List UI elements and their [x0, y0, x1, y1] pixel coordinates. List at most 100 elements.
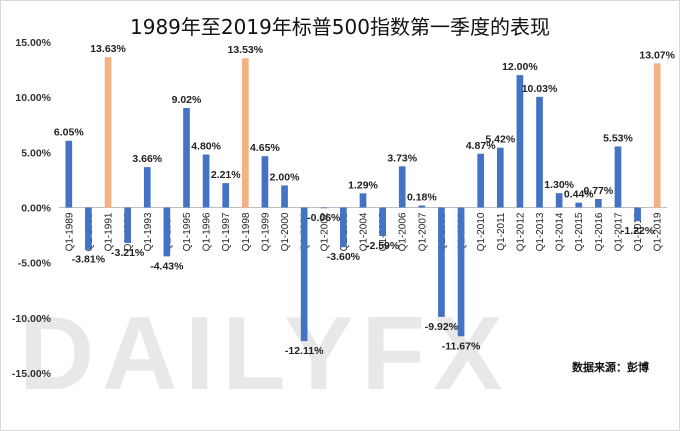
bar-Q1-2015: [575, 202, 583, 208]
data-label: 4.80%: [191, 141, 221, 153]
x-tick-label: Q1-2015: [574, 212, 585, 251]
bar-Q1-2008: [438, 207, 445, 317]
data-label: 3.66%: [132, 153, 162, 165]
x-tick-label: Q1-2006: [398, 212, 409, 251]
data-label: 0.77%: [583, 185, 613, 197]
bar-Q1-2011: [496, 147, 504, 208]
data-label: -3.21%: [111, 247, 145, 259]
data-label: 10.03%: [522, 83, 558, 95]
x-tick-label: Q1-1989: [64, 212, 75, 251]
data-label: 1.30%: [544, 179, 574, 191]
bar-Q1-2014: [555, 193, 563, 208]
data-label: -9.92%: [425, 321, 459, 333]
y-tick-label: 10.00%: [15, 92, 51, 104]
data-label: 1.29%: [348, 179, 378, 191]
bars: [65, 57, 661, 342]
data-label: 13.53%: [228, 44, 264, 56]
bar-Q1-2004: [359, 193, 367, 208]
data-label: -0.06%: [307, 212, 341, 224]
bar-Q1-2010: [477, 153, 485, 208]
x-tick-label: Q1-2010: [476, 212, 487, 251]
data-label: 6.05%: [54, 127, 84, 139]
data-label: -12.11%: [285, 345, 324, 357]
bar-Q1-2016: [595, 199, 602, 208]
y-tick-label: 0.00%: [21, 203, 51, 215]
x-tick-label: Q1-2017: [613, 212, 624, 251]
y-tick-label: 5.00%: [21, 147, 51, 159]
y-tick-label: 15.00%: [15, 37, 51, 49]
bar-Q1-2009: [457, 207, 465, 337]
bar-Q1-2012: [516, 75, 524, 208]
data-label: -3.81%: [72, 254, 106, 266]
bar-Q1-2002: [320, 207, 328, 209]
x-tick-label: Q1-1993: [143, 212, 154, 251]
bar-Q1-1998: [241, 58, 249, 208]
watermark: DAILYFX: [19, 296, 510, 412]
bar-Q1-1993: [143, 167, 151, 208]
bar-Q1-1996: [202, 154, 210, 208]
data-labels: 6.05% -3.81% 13.63% -3.21% 3.66% -4.43% 9.02% 4…: [54, 43, 676, 357]
bar-Q1-2019: [653, 63, 661, 208]
bar-Q1-2000: [281, 185, 288, 208]
x-tick-label: Q1-2012: [515, 212, 526, 251]
data-label: 4.87%: [466, 140, 496, 152]
bar-Q1-1989: [65, 140, 73, 208]
bar-Q1-2007: [418, 205, 426, 208]
x-tick-label: Q1-2019: [653, 212, 664, 251]
data-label: 0.44%: [564, 189, 594, 201]
bar-Q1-1992: [124, 207, 131, 243]
data-label: 2.00%: [270, 171, 300, 183]
data-label: 12.00%: [502, 61, 538, 73]
bar-Q1-2005: [379, 207, 386, 237]
chart-title: 1989年至2019年标普500指数第一季度的表现: [130, 15, 550, 39]
x-tick-label: Q1-2007: [417, 212, 428, 251]
x-tick-label: Q1-1999: [260, 212, 271, 251]
x-tick-label: Q1-2013: [535, 212, 546, 251]
data-label: 13.63%: [90, 43, 126, 55]
bar-Q1-2013: [536, 96, 543, 208]
watermark-text-dailyfx: DAILYFX: [19, 296, 510, 412]
x-tick-label: Q1-2011: [496, 212, 507, 251]
bar-Q1-1991: [104, 57, 112, 208]
x-tick-label: Q1-2002: [319, 212, 330, 251]
bar-Q1-2003: [340, 207, 347, 248]
data-label: -4.43%: [150, 260, 184, 272]
data-label: 13.07%: [639, 49, 675, 61]
y-tick-label: -5.00%: [18, 258, 52, 270]
bar-Q1-2006: [398, 166, 406, 208]
source-note: 数据来源：彭博: [572, 360, 649, 374]
data-label: -2.59%: [366, 240, 400, 252]
bar-Q1-1995: [183, 107, 190, 208]
data-label: -1.22%: [621, 225, 655, 237]
data-label: -11.67%: [442, 340, 481, 352]
x-tick-label: Q1-1997: [221, 212, 232, 251]
x-tick-label: Q1-1991: [104, 212, 115, 251]
x-tick-label: Q1-2000: [280, 212, 291, 251]
bar-Q1-1994: [163, 207, 171, 257]
y-tick-label: -10.00%: [12, 313, 52, 325]
x-tick-label: Q1-2004: [359, 212, 370, 251]
bar-Q1-2017: [614, 146, 622, 208]
x-tick-label: Q1-1996: [202, 212, 213, 251]
bar-Q1-1999: [261, 156, 269, 208]
y-tick-label: -15.00%: [12, 368, 52, 380]
bar-Q1-2001: [300, 207, 308, 342]
bar-Q1-1990: [85, 207, 92, 250]
x-tick-label: Q1-2014: [555, 212, 566, 251]
data-label: -3.60%: [327, 251, 361, 263]
data-label: 0.18%: [407, 192, 437, 204]
bar-Q1-2018: [634, 207, 641, 221]
data-label: 5.42%: [485, 134, 515, 146]
x-tick-label: Q1-2018: [633, 212, 644, 251]
x-tick-label: Q1-1998: [241, 212, 252, 251]
x-tick-label: Q1-1995: [182, 212, 193, 251]
data-label: 2.21%: [211, 169, 241, 181]
x-tick-label: Q1-2016: [594, 212, 605, 251]
bar-Q1-1997: [222, 183, 230, 208]
data-label: 4.65%: [250, 142, 280, 154]
data-label: 5.53%: [603, 132, 633, 144]
data-label: 3.73%: [387, 152, 417, 164]
data-label: 9.02%: [172, 94, 202, 106]
